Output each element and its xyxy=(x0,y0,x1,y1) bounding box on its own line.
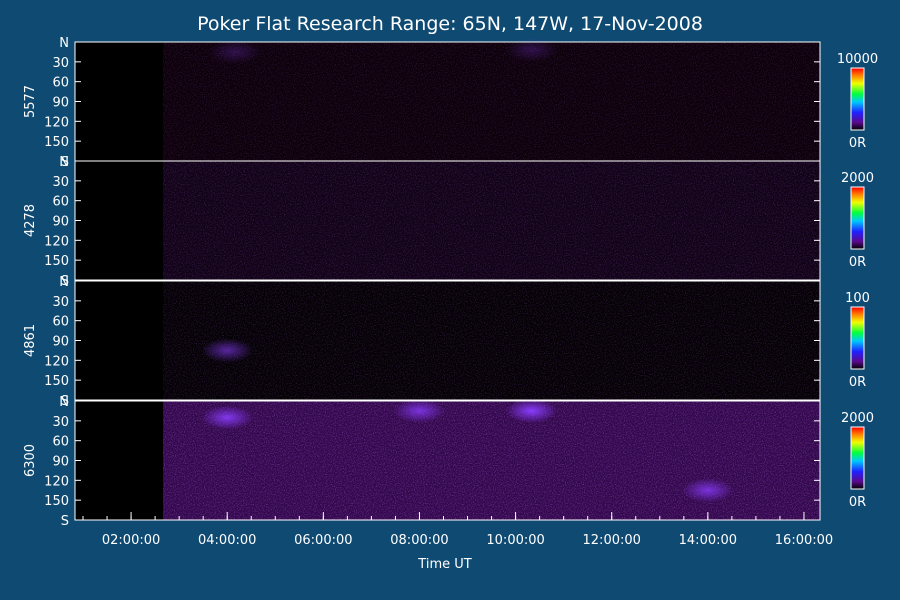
bright-spot xyxy=(681,478,734,503)
y-tick-label: 60 xyxy=(52,435,69,450)
colorbar xyxy=(851,427,864,489)
panel-label: 6300 xyxy=(23,444,38,477)
colorbar xyxy=(851,307,864,369)
y-tick-label: 120 xyxy=(44,234,69,249)
bright-spot xyxy=(201,405,254,430)
colorbar-min-label: 0R xyxy=(849,255,866,270)
panel-4278: N 30 60 90 120 150 S 4278 2000 0R xyxy=(23,155,874,289)
y-tick-label: 150 xyxy=(44,374,69,389)
y-tick-label: 30 xyxy=(52,56,69,71)
x-axis-label: Time UT xyxy=(417,557,471,572)
x-tick-label: 16:00:00 xyxy=(775,533,833,548)
bright-spot xyxy=(505,398,558,423)
x-tick-label: 12:00:00 xyxy=(583,533,641,548)
y-tick-label: 120 xyxy=(44,354,69,369)
colorbar xyxy=(851,68,864,130)
y-tick-label: 60 xyxy=(52,315,69,330)
colorbar-max-label: 100 xyxy=(845,291,870,306)
colorbar-frame xyxy=(850,426,865,490)
colorbar xyxy=(851,187,864,249)
y-tick-label: N xyxy=(59,395,69,410)
y-tick-label: N xyxy=(59,155,69,170)
colorbar-min-label: 0R xyxy=(849,136,866,151)
y-tick-label: S xyxy=(61,155,69,170)
colorbar-max-label: 10000 xyxy=(837,52,878,67)
colorbar-max-label: 2000 xyxy=(841,171,874,186)
bright-spot xyxy=(505,37,558,62)
data-texture xyxy=(163,281,820,400)
y-tick-label: 90 xyxy=(52,215,69,230)
y-tick-label: S xyxy=(61,514,69,529)
y-tick-label: 90 xyxy=(52,96,69,111)
y-tick-label: 120 xyxy=(44,115,69,130)
x-axis: 02:00:00 04:00:00 06:00:00 08:00:00 10:00:00… xyxy=(82,512,833,548)
y-tick-label: 150 xyxy=(44,135,69,150)
panel-5577: N 30 60 90 120 150 S 5577 10000 0R xyxy=(23,36,878,170)
x-tick-label: 14:00:00 xyxy=(679,533,737,548)
y-tick-label: 120 xyxy=(44,474,69,489)
panel-label: 4861 xyxy=(23,324,38,357)
y-tick-label: 60 xyxy=(52,76,69,91)
panel-label: 5577 xyxy=(23,85,38,118)
y-tick-label: N xyxy=(59,36,69,51)
y-tick-label: 30 xyxy=(52,175,69,190)
panel-4861: N 30 60 90 120 150 S 4861 100 0R xyxy=(23,275,870,409)
colorbar-min-label: 0R xyxy=(849,495,866,510)
y-tick-label: 30 xyxy=(52,415,69,430)
x-tick-label: 10:00:00 xyxy=(486,533,544,548)
colorbar-frame xyxy=(850,67,865,131)
y-tick-label: S xyxy=(61,394,69,409)
x-tick-label: 02:00:00 xyxy=(102,533,160,548)
panel-label: 4278 xyxy=(23,204,38,237)
panels: N 30 60 90 120 150 S 5577 10000 0R N 30 60 90 120 150 S 4… xyxy=(23,36,878,529)
x-tick-label: 06:00:00 xyxy=(294,533,352,548)
colorbar-frame xyxy=(850,306,865,370)
y-tick-label: 150 xyxy=(44,494,69,509)
x-tick-label: 04:00:00 xyxy=(198,533,256,548)
data-texture xyxy=(163,161,820,280)
colorbar-min-label: 0R xyxy=(849,375,866,390)
colorbar-max-label: 2000 xyxy=(841,411,874,426)
bright-spot xyxy=(201,338,254,363)
data-texture xyxy=(163,42,820,161)
x-tick-label: 08:00:00 xyxy=(390,533,448,548)
colorbar-frame xyxy=(850,186,865,250)
chart-title: Poker Flat Research Range: 65N, 147W, 17… xyxy=(197,13,703,35)
y-tick-label: 150 xyxy=(44,254,69,269)
panel-6300: N 30 60 90 120 150 S 6300 2000 0R xyxy=(23,395,874,529)
y-tick-label: 30 xyxy=(52,295,69,310)
y-tick-label: 90 xyxy=(52,455,69,470)
y-tick-label: N xyxy=(59,275,69,290)
y-tick-label: S xyxy=(61,274,69,289)
y-tick-label: 60 xyxy=(52,195,69,210)
data-texture xyxy=(163,401,820,520)
bright-spot xyxy=(209,39,262,64)
y-tick-label: 90 xyxy=(52,335,69,350)
bright-spot xyxy=(393,398,446,423)
